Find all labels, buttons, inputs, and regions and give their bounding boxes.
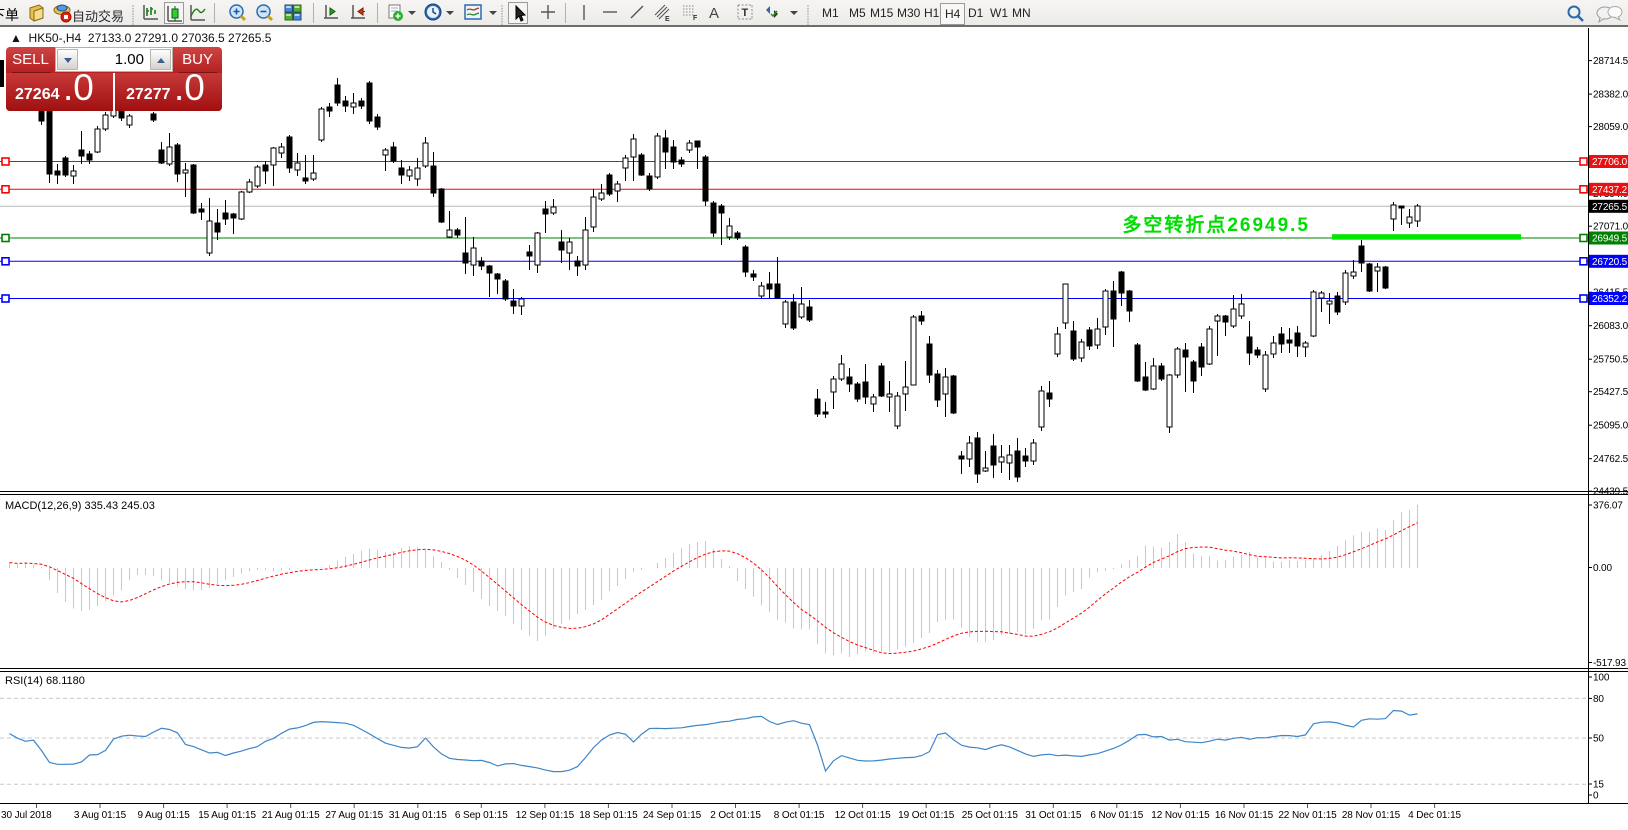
svg-text:0.00: 0.00 [1593,563,1612,574]
svg-text:22 Nov 01:15: 22 Nov 01:15 [1278,810,1337,821]
svg-text:-517.93: -517.93 [1593,658,1626,669]
svg-text:3 Aug 01:15: 3 Aug 01:15 [74,810,127,821]
svg-text:25750.5: 25750.5 [1593,355,1628,366]
svg-text:19 Oct 01:15: 19 Oct 01:15 [898,810,955,821]
svg-text:26949.5: 26949.5 [1592,234,1628,245]
svg-text:25427.5: 25427.5 [1593,387,1628,398]
svg-text:50: 50 [1593,734,1604,745]
svg-text:MACD(12,26,9) 335.43 245.03: MACD(12,26,9) 335.43 245.03 [5,500,155,512]
svg-text:25 Oct 01:15: 25 Oct 01:15 [962,810,1019,821]
svg-text:26083.0: 26083.0 [1593,321,1628,332]
svg-text:31 Oct 01:15: 31 Oct 01:15 [1025,810,1082,821]
svg-text:26352.2: 26352.2 [1592,294,1628,305]
svg-text:15: 15 [1593,780,1604,791]
svg-text:18 Sep 01:15: 18 Sep 01:15 [579,810,638,821]
svg-text:15 Aug 01:15: 15 Aug 01:15 [198,810,256,821]
svg-text:4 Dec 01:15: 4 Dec 01:15 [1408,810,1461,821]
svg-text:6 Sep 01:15: 6 Sep 01:15 [455,810,508,821]
svg-text:25095.0: 25095.0 [1593,421,1628,432]
svg-text:8 Oct 01:15: 8 Oct 01:15 [774,810,825,821]
svg-text:28 Nov 01:15: 28 Nov 01:15 [1342,810,1401,821]
svg-text:12 Sep 01:15: 12 Sep 01:15 [516,810,575,821]
svg-text:0: 0 [1593,791,1599,802]
svg-text:多空转折点26949.5: 多空转折点26949.5 [1122,213,1310,236]
svg-text:F: F [693,15,698,22]
svg-text:12 Oct 01:15: 12 Oct 01:15 [835,810,892,821]
svg-text:2 Oct 01:15: 2 Oct 01:15 [710,810,761,821]
svg-text:80: 80 [1593,694,1604,705]
svg-text:6 Nov 01:15: 6 Nov 01:15 [1090,810,1143,821]
svg-text:27071.0: 27071.0 [1593,222,1628,233]
svg-text:28059.0: 28059.0 [1593,122,1628,133]
svg-text:376.07: 376.07 [1593,501,1623,512]
svg-text:100: 100 [1593,673,1610,684]
svg-text:16 Nov 01:15: 16 Nov 01:15 [1215,810,1274,821]
svg-text:RSI(14) 68.1180: RSI(14) 68.1180 [5,675,85,687]
svg-text:28382.0: 28382.0 [1593,90,1628,101]
svg-text:21 Aug 01:15: 21 Aug 01:15 [262,810,320,821]
svg-text:28714.5: 28714.5 [1593,56,1628,67]
svg-text:E: E [665,16,670,23]
svg-text:T: T [742,7,749,19]
svg-text:26720.5: 26720.5 [1592,257,1628,268]
svg-text:27265.5: 27265.5 [1592,202,1628,213]
svg-text:9 Aug 01:15: 9 Aug 01:15 [137,810,190,821]
svg-text:24762.5: 24762.5 [1593,454,1628,465]
svg-text:12 Nov 01:15: 12 Nov 01:15 [1151,810,1210,821]
svg-text:27 Aug 01:15: 27 Aug 01:15 [325,810,383,821]
svg-text:31 Aug 01:15: 31 Aug 01:15 [389,810,447,821]
svg-text:27706.0: 27706.0 [1592,157,1628,168]
svg-text:24 Sep 01:15: 24 Sep 01:15 [643,810,702,821]
svg-text:30 Jul 2018: 30 Jul 2018 [1,810,52,821]
svg-text:24439.5: 24439.5 [1593,487,1628,498]
svg-text:27437.2: 27437.2 [1592,185,1628,196]
